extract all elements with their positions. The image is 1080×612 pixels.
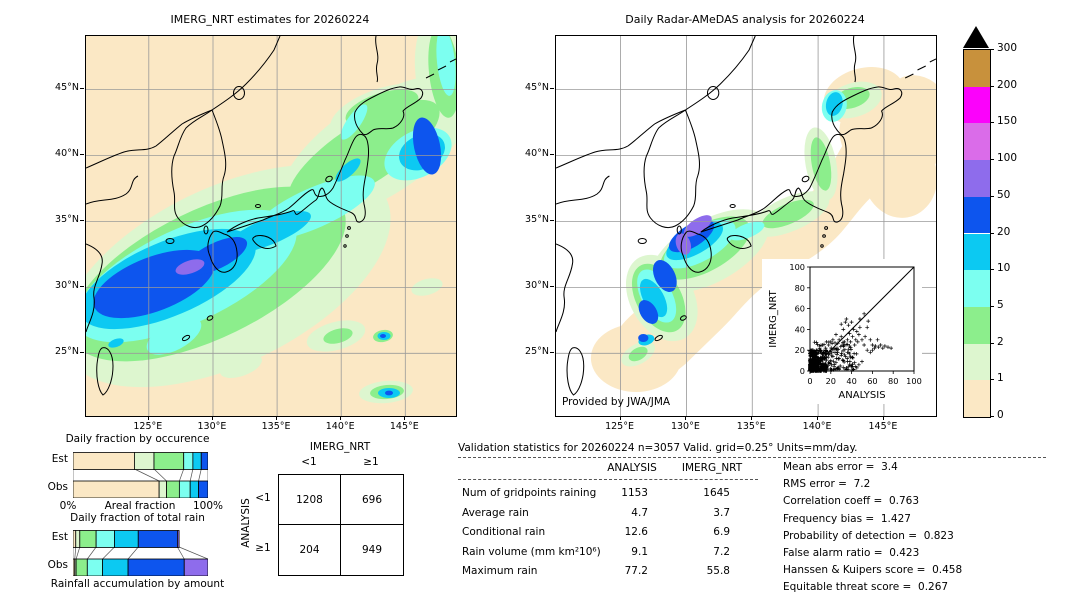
contingency-cell: 1208 [279, 475, 341, 525]
svg-text:80: 80 [888, 376, 898, 386]
left-map-title: IMERG_NRT estimates for 20260224 [170, 13, 370, 26]
left-map [85, 35, 457, 417]
svg-text:60: 60 [795, 304, 805, 314]
occurrence-xmax: 100% [192, 500, 224, 512]
left-map-gridlines [86, 36, 456, 416]
contingency-row-title: ANALYSIS [240, 498, 252, 548]
svg-text:100: 100 [906, 376, 922, 386]
svg-text:40: 40 [795, 324, 805, 334]
svg-text:0: 0 [800, 366, 805, 376]
svg-text:80: 80 [795, 283, 805, 293]
right-map-title: Daily Radar-AMeDAS analysis for 20260224 [625, 13, 865, 26]
occurrence-xmin: 0% [59, 500, 77, 512]
validation-col-analysis: ANALYSIS [607, 462, 657, 474]
contingency-table: 1208 696 204 949 [278, 474, 404, 576]
occurrence-obs-label: Obs [47, 481, 68, 493]
contingency-col-label-ge1: ≥1 [363, 456, 379, 468]
occurrence-chart [73, 452, 208, 498]
svg-text:20: 20 [795, 345, 805, 355]
occurrence-chart-title: Daily fraction by occurence [65, 433, 210, 445]
validation-title-rule [458, 457, 1046, 458]
validation-header-rule [458, 479, 758, 480]
svg-text:100: 100 [789, 262, 805, 272]
inset-xlabel: ANALYSIS [838, 390, 885, 401]
svg-text:60: 60 [867, 376, 877, 386]
svg-text:0: 0 [807, 376, 812, 386]
inset-ylabel: IMERG_NRT [768, 289, 779, 347]
map-credit: Provided by JWA/JMA [562, 396, 671, 408]
totalrain-chart [73, 530, 208, 576]
occurrence-xlabel: Areal fraction [104, 500, 176, 512]
left-map-svg [86, 36, 456, 416]
totalrain-obs-label: Obs [47, 559, 68, 571]
contingency-col-label-lt1: <1 [301, 456, 317, 468]
colorbar-overflow-triangle [963, 26, 989, 48]
totalrain-xlabel: Rainfall accumulation by amount [50, 578, 225, 590]
occurrence-est-label: Est [51, 453, 68, 465]
validation-title: Validation statistics for 20260224 n=305… [458, 442, 858, 454]
scatter-inset: 0 0 20 20 40 40 60 60 80 80 100 100 ANALYSIS IMERG_… [762, 259, 922, 404]
contingency-row-label-lt1: <1 [255, 492, 271, 504]
totalrain-est-label: Est [51, 531, 68, 543]
contingency-col-title: IMERG_NRT [309, 441, 371, 453]
svg-text:40: 40 [846, 376, 856, 386]
colorbar [963, 49, 991, 418]
totalrain-chart-title: Daily fraction of total rain [70, 512, 205, 524]
scatter-inset-svg: 00 20 20 40 40 60 60 80 80 100 100 ANALYSIS IMERG_… [768, 262, 922, 401]
contingency-cell: 204 [279, 525, 341, 575]
contingency-cell: 949 [361, 544, 383, 556]
validation-col-imerg: IMERG_NRT [681, 462, 743, 474]
svg-text:20: 20 [826, 376, 836, 386]
contingency-cell: 696 [341, 475, 403, 525]
imerg-precip-field [86, 36, 456, 416]
contingency-row-label-ge1: ≥1 [255, 542, 271, 554]
